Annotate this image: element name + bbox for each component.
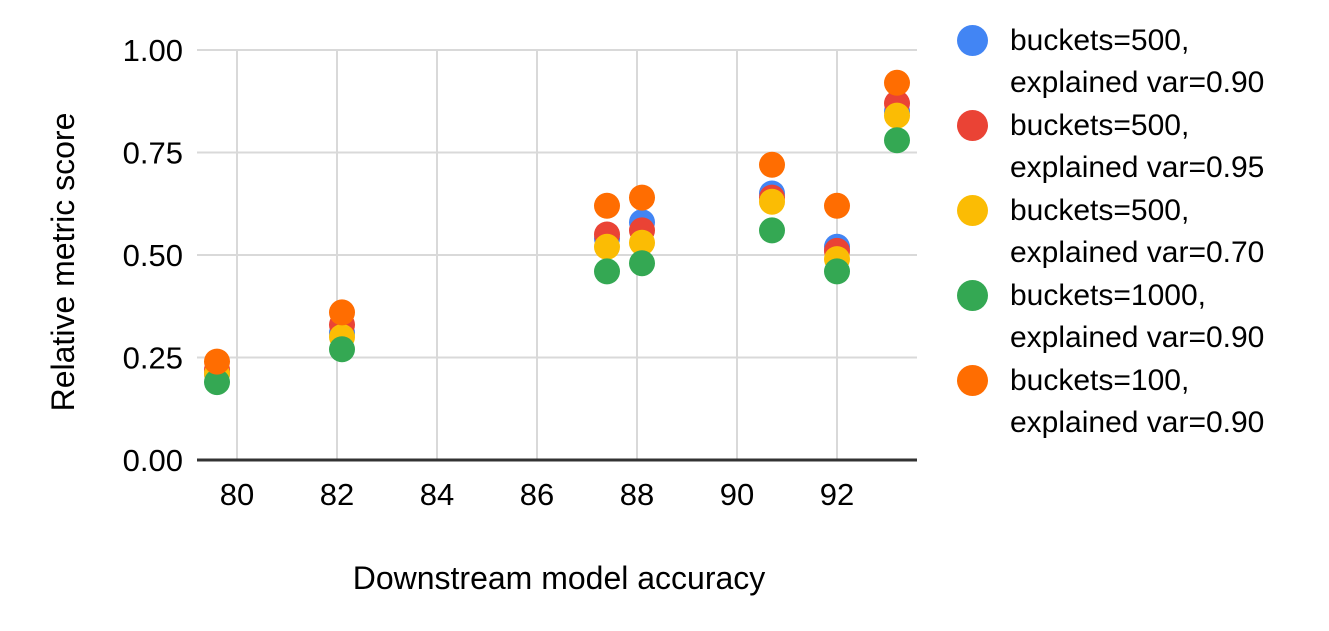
y-tick-label: 1.00 [123,33,183,68]
y-tick-label: 0.50 [123,238,183,273]
x-tick-label: 82 [320,477,354,512]
data-point-yellow [884,102,910,129]
data-point-yellow [629,229,655,256]
y-axis-title: Relative metric score [45,113,81,412]
data-points-group [204,69,910,396]
data-point-green [329,336,355,363]
data-point-orange [824,192,850,219]
y-tick-label: 0.75 [123,136,183,171]
data-point-orange [329,299,355,326]
x-tick-label: 84 [420,477,454,512]
data-point-orange [204,348,230,375]
data-point-green [759,217,785,244]
x-axis-title: Downstream model accuracy [353,560,766,596]
y-tick-label: 0.25 [123,341,183,376]
gridlines-group [197,49,917,460]
data-point-yellow [594,233,620,260]
x-tick-label: 88 [620,477,654,512]
x-tick-label: 92 [820,477,854,512]
data-point-green [594,258,620,285]
data-point-orange [629,184,655,211]
x-tick-label: 80 [220,477,254,512]
y-tick-label: 0.00 [123,443,183,478]
data-point-orange [759,151,785,178]
data-point-orange [594,192,620,219]
x-tick-label: 86 [520,477,554,512]
data-point-yellow [759,188,785,215]
data-point-orange [884,69,910,96]
data-point-green [824,258,850,285]
axes-group: 0.00 0.25 0.50 0.75 1.00 80 82 84 86 88 90 92 [123,33,917,512]
x-tick-label: 90 [720,477,754,512]
data-point-green [629,250,655,277]
data-point-green [884,127,910,154]
data-point-green [204,369,230,396]
